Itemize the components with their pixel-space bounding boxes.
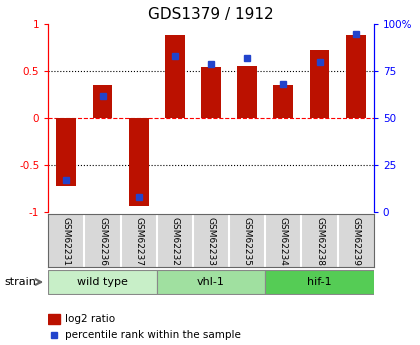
Text: GSM62232: GSM62232	[171, 217, 179, 265]
FancyBboxPatch shape	[157, 270, 265, 294]
Text: GSM62231: GSM62231	[62, 217, 71, 266]
Text: percentile rank within the sample: percentile rank within the sample	[65, 331, 240, 340]
Text: vhl-1: vhl-1	[197, 277, 225, 287]
Bar	[237, 66, 257, 118]
Text: GSM62234: GSM62234	[279, 217, 288, 265]
FancyBboxPatch shape	[265, 270, 374, 294]
Title: GDS1379 / 1912: GDS1379 / 1912	[148, 7, 274, 22]
Text: strain: strain	[4, 277, 36, 287]
Text: GSM62239: GSM62239	[351, 217, 360, 266]
FancyBboxPatch shape	[48, 270, 157, 294]
Text: GSM62233: GSM62233	[207, 217, 215, 266]
Bar	[310, 50, 330, 118]
Text: GSM62236: GSM62236	[98, 217, 107, 266]
Text: log2 ratio: log2 ratio	[65, 314, 115, 324]
Text: GSM62237: GSM62237	[134, 217, 143, 266]
Text: wild type: wild type	[77, 277, 128, 287]
Bar	[165, 36, 185, 118]
Bar	[273, 85, 293, 118]
Bar	[201, 67, 221, 118]
Text: hif-1: hif-1	[307, 277, 332, 287]
Bar	[129, 118, 149, 206]
Bar	[92, 85, 113, 118]
Text: GSM62235: GSM62235	[243, 217, 252, 266]
Bar	[346, 36, 366, 118]
Text: GSM62238: GSM62238	[315, 217, 324, 266]
Bar	[48, 314, 60, 324]
Bar	[56, 118, 76, 186]
